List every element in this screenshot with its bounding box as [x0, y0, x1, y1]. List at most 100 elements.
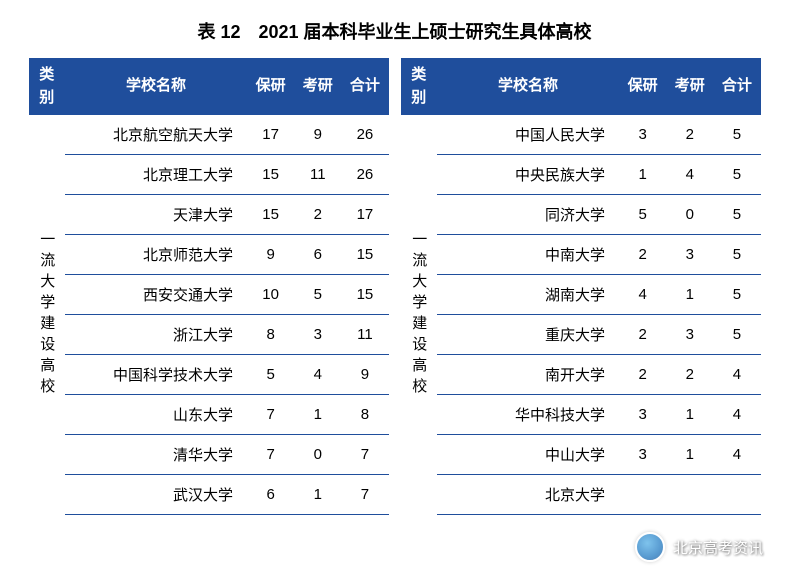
kao-cell: 4: [666, 155, 713, 195]
bao-cell: 8: [247, 315, 294, 355]
school-cell: 山东大学: [65, 395, 247, 435]
kao-cell: 1: [666, 435, 713, 475]
header-row: 类别 学校名称 保研 考研 合计: [29, 58, 389, 115]
header-bao: 保研: [619, 58, 666, 115]
category-cell: 一流大学建设高校: [401, 115, 437, 515]
header-bao: 保研: [247, 58, 294, 115]
total-cell: 11: [341, 315, 388, 355]
total-cell: 26: [341, 115, 388, 155]
right-table: 类别 学校名称 保研 考研 合计 一流大学建设高校中国人民大学325中央民族大学…: [401, 58, 761, 515]
total-cell: 5: [713, 115, 760, 155]
header-total: 合计: [713, 58, 760, 115]
school-cell: 武汉大学: [65, 475, 247, 515]
header-kao: 考研: [294, 58, 341, 115]
table-row: 北京大学: [401, 475, 761, 515]
school-cell: 北京大学: [437, 475, 619, 515]
kao-cell: 9: [294, 115, 341, 155]
school-cell: 中山大学: [437, 435, 619, 475]
school-cell: 中央民族大学: [437, 155, 619, 195]
school-cell: 南开大学: [437, 355, 619, 395]
table-row: 中南大学235: [401, 235, 761, 275]
kao-cell: 3: [294, 315, 341, 355]
table-row: 中央民族大学145: [401, 155, 761, 195]
table-row: 华中科技大学314: [401, 395, 761, 435]
total-cell: 4: [713, 355, 760, 395]
total-cell: 8: [341, 395, 388, 435]
school-cell: 湖南大学: [437, 275, 619, 315]
header-category: 类别: [401, 58, 437, 115]
kao-cell: 5: [294, 275, 341, 315]
bao-cell: 9: [247, 235, 294, 275]
total-cell: 5: [713, 235, 760, 275]
total-cell: 17: [341, 195, 388, 235]
total-cell: 5: [713, 155, 760, 195]
bao-cell: 2: [619, 315, 666, 355]
header-row: 类别 学校名称 保研 考研 合计: [401, 58, 761, 115]
total-cell: 4: [713, 435, 760, 475]
bao-cell: 4: [619, 275, 666, 315]
school-cell: 华中科技大学: [437, 395, 619, 435]
bao-cell: 2: [619, 355, 666, 395]
school-cell: 浙江大学: [65, 315, 247, 355]
total-cell: 26: [341, 155, 388, 195]
watermark-logo-icon: [635, 532, 665, 562]
bao-cell: [619, 475, 666, 515]
table-row: 同济大学505: [401, 195, 761, 235]
school-cell: 重庆大学: [437, 315, 619, 355]
header-category: 类别: [29, 58, 65, 115]
total-cell: 4: [713, 395, 760, 435]
bao-cell: 5: [247, 355, 294, 395]
table-row: 中山大学314: [401, 435, 761, 475]
table-row: 一流大学建设高校中国人民大学325: [401, 115, 761, 155]
table-row: 一流大学建设高校北京航空航天大学17926: [29, 115, 389, 155]
category-cell: 一流大学建设高校: [29, 115, 65, 515]
school-cell: 中南大学: [437, 235, 619, 275]
total-cell: 7: [341, 475, 388, 515]
kao-cell: 1: [666, 275, 713, 315]
table-row: 天津大学15217: [29, 195, 389, 235]
bao-cell: 3: [619, 115, 666, 155]
total-cell: 5: [713, 275, 760, 315]
table-row: 山东大学718: [29, 395, 389, 435]
table-row: 西安交通大学10515: [29, 275, 389, 315]
school-cell: 天津大学: [65, 195, 247, 235]
left-table: 类别 学校名称 保研 考研 合计 一流大学建设高校北京航空航天大学17926北京…: [29, 58, 389, 515]
bao-cell: 10: [247, 275, 294, 315]
kao-cell: 2: [294, 195, 341, 235]
bao-cell: 7: [247, 435, 294, 475]
header-kao: 考研: [666, 58, 713, 115]
table-row: 北京理工大学151126: [29, 155, 389, 195]
total-cell: 7: [341, 435, 388, 475]
watermark-text: 北京高考资讯: [673, 537, 763, 558]
total-cell: 15: [341, 235, 388, 275]
bao-cell: 5: [619, 195, 666, 235]
kao-cell: 11: [294, 155, 341, 195]
header-total: 合计: [341, 58, 388, 115]
total-cell: 5: [713, 195, 760, 235]
table-row: 重庆大学235: [401, 315, 761, 355]
watermark: 北京高考资讯: [635, 532, 763, 562]
bao-cell: 2: [619, 235, 666, 275]
kao-cell: 1: [294, 395, 341, 435]
header-school: 学校名称: [437, 58, 619, 115]
kao-cell: 1: [666, 395, 713, 435]
kao-cell: 1: [294, 475, 341, 515]
bao-cell: 15: [247, 155, 294, 195]
kao-cell: 0: [666, 195, 713, 235]
total-cell: 5: [713, 315, 760, 355]
tables-container: 类别 学校名称 保研 考研 合计 一流大学建设高校北京航空航天大学17926北京…: [0, 58, 789, 515]
kao-cell: [666, 475, 713, 515]
table-row: 武汉大学617: [29, 475, 389, 515]
table-row: 南开大学224: [401, 355, 761, 395]
table-row: 浙江大学8311: [29, 315, 389, 355]
bao-cell: 3: [619, 395, 666, 435]
school-cell: 中国科学技术大学: [65, 355, 247, 395]
school-cell: 北京航空航天大学: [65, 115, 247, 155]
kao-cell: 3: [666, 315, 713, 355]
header-school: 学校名称: [65, 58, 247, 115]
kao-cell: 0: [294, 435, 341, 475]
total-cell: 15: [341, 275, 388, 315]
bao-cell: 1: [619, 155, 666, 195]
kao-cell: 2: [666, 355, 713, 395]
table-row: 湖南大学415: [401, 275, 761, 315]
